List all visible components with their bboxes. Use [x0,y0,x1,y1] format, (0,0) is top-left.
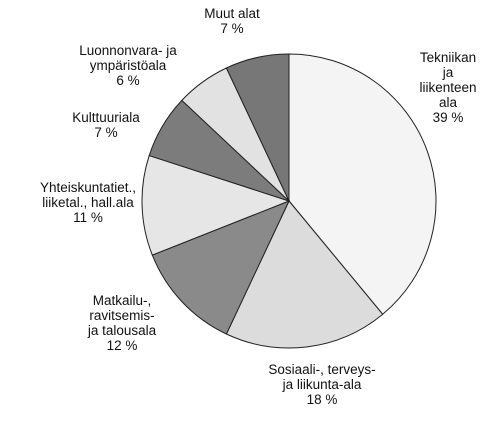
slice-label: Yhteiskuntatiet., liiketal., hall.ala 11 … [40,180,136,225]
category-name: Yhteiskuntatiet., liiketal., hall.ala [39,180,137,210]
pie-slice [141,154,291,256]
value-label: 11 % [73,210,103,225]
slice-label: Matkailu-, ravitsemis- ja talousala 12 % [88,293,156,353]
category-name: Sosiaali-, terveys- ja liikunta-ala [268,362,376,392]
pie-slice [225,200,384,349]
pie-slice [225,53,290,202]
value-label: 7 % [220,21,244,36]
pie-slice [288,53,437,315]
value-label: 7 % [94,125,118,140]
slice-label: Kulttuuriala 7 % [72,110,140,140]
slice-label: Muut alat 7 % [204,6,260,36]
value-label: 12 % [106,338,138,353]
value-label: 6 % [116,73,140,88]
slice-label: Luonnonvara- ja ympäristöala 6 % [79,43,177,88]
category-name: Tekniikan ja liikenteen ala [419,50,477,110]
slice-label: Tekniikan ja liikenteen ala 39 % [419,50,476,125]
value-label: 39 % [432,110,464,125]
value-label: 18 % [306,392,338,407]
category-name: Matkailu-, ravitsemis- ja talousala [87,293,157,338]
category-name: Kulttuuriala [72,110,140,125]
category-name: Luonnonvara- ja ympäristöala [79,43,177,73]
category-name: Muut alat [204,6,260,21]
slice-label: Sosiaali-, terveys- ja liikunta-ala 18 % [268,362,375,407]
pie-slice [151,200,290,335]
